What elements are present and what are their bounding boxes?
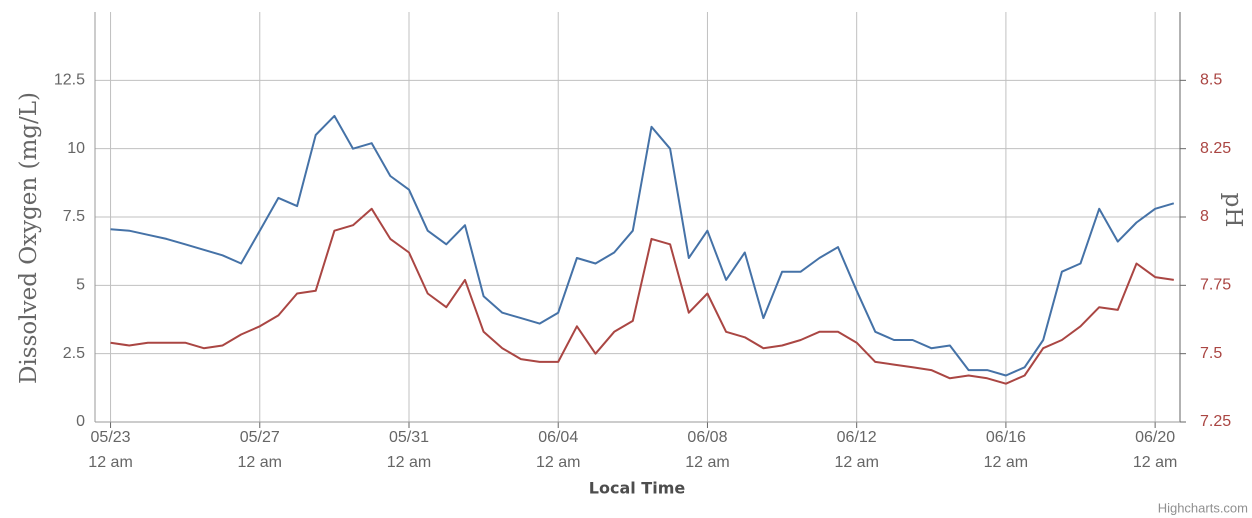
y-tick-label: 5 xyxy=(76,277,85,294)
series-line xyxy=(110,114,1175,377)
y2-tick-label: 8.5 xyxy=(1200,72,1222,89)
x-tick-label: 06/12 12 am xyxy=(834,429,878,471)
x-tick-label: 06/04 12 am xyxy=(536,429,580,471)
y2-tick-label: 7.75 xyxy=(1200,277,1231,294)
y-tick-label: 7.5 xyxy=(63,208,85,225)
x-tick-label: 06/20 12 am xyxy=(1133,429,1177,471)
y2-tick-label: 7.25 xyxy=(1200,413,1231,430)
credits[interactable]: Highcharts.com xyxy=(1158,500,1248,515)
x-tick-label: 05/27 12 am xyxy=(238,429,282,471)
x-axis-title: Local Time xyxy=(589,479,686,498)
x-tick-label: 05/23 12 am xyxy=(88,429,132,471)
x-tick-label: 06/08 12 am xyxy=(685,429,729,471)
y-tick-label: 10 xyxy=(67,140,85,157)
y-tick-label: 12.5 xyxy=(54,72,85,89)
x-tick-label: 05/31 12 am xyxy=(387,429,431,471)
y2-tick-label: 7.5 xyxy=(1200,345,1222,362)
series-line xyxy=(110,207,1174,385)
y2-tick-label: 8.25 xyxy=(1200,140,1231,157)
y-tick-label: 0 xyxy=(76,413,85,430)
y2-axis-title: pH xyxy=(1220,193,1246,228)
y2-tick-label: 8 xyxy=(1200,208,1209,225)
x-tick-label: 06/16 12 am xyxy=(984,429,1028,471)
y-tick-label: 2.5 xyxy=(63,345,85,362)
y-axis-title: Dissolved Oxygen (mg/L) xyxy=(16,92,42,384)
